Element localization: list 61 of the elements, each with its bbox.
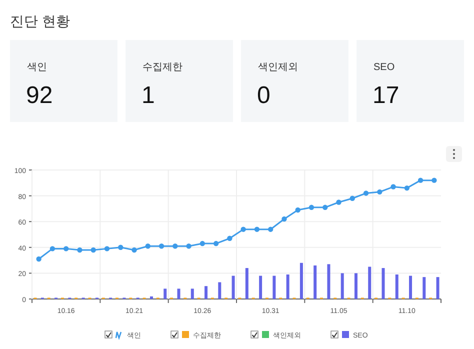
point [63, 246, 69, 252]
point [90, 247, 96, 253]
bar [300, 262, 303, 299]
point [336, 200, 342, 205]
point [308, 204, 314, 210]
bar [259, 276, 262, 299]
data-label: 1 [142, 82, 155, 109]
point [213, 240, 219, 246]
point [50, 246, 56, 252]
category-label: 색인 [27, 62, 47, 73]
data-label: 92 [26, 82, 53, 109]
point [104, 246, 110, 252]
point [254, 226, 260, 232]
bar [340, 273, 344, 299]
point [350, 196, 355, 201]
bar [436, 277, 440, 299]
category-label: 수집제한 [142, 62, 182, 73]
point [377, 189, 382, 195]
bar [409, 276, 412, 299]
point [118, 244, 124, 250]
point [390, 184, 396, 190]
bar [150, 296, 153, 299]
point [77, 247, 82, 253]
point [158, 244, 164, 249]
point [432, 178, 437, 183]
bar [164, 288, 167, 299]
point [322, 204, 328, 210]
bar [395, 274, 398, 299]
point [36, 256, 42, 262]
point [418, 178, 424, 183]
point [200, 240, 206, 246]
bar [368, 266, 372, 299]
point [404, 185, 410, 191]
point [240, 226, 246, 232]
category-label: 색인제외 [258, 62, 298, 73]
point [132, 247, 137, 253]
point [268, 226, 274, 232]
data-label: 17 [372, 82, 400, 109]
bar [204, 286, 208, 299]
bar [314, 265, 317, 299]
bar [232, 276, 235, 299]
point [227, 236, 232, 241]
point [172, 244, 178, 249]
bar [190, 288, 194, 299]
bar [354, 273, 358, 299]
bar [382, 268, 385, 299]
point [186, 244, 192, 249]
bar [286, 274, 290, 299]
bar [272, 276, 276, 299]
point [145, 244, 150, 249]
point [295, 207, 300, 213]
bar [245, 268, 248, 299]
text: 진단 현황 [10, 13, 70, 29]
bar [327, 264, 330, 299]
point [282, 216, 287, 222]
point [363, 190, 369, 196]
bar [177, 288, 180, 299]
data-label: 0 [257, 82, 270, 109]
bar [422, 277, 426, 299]
bar [218, 282, 222, 299]
category-label: SEO [374, 62, 395, 73]
